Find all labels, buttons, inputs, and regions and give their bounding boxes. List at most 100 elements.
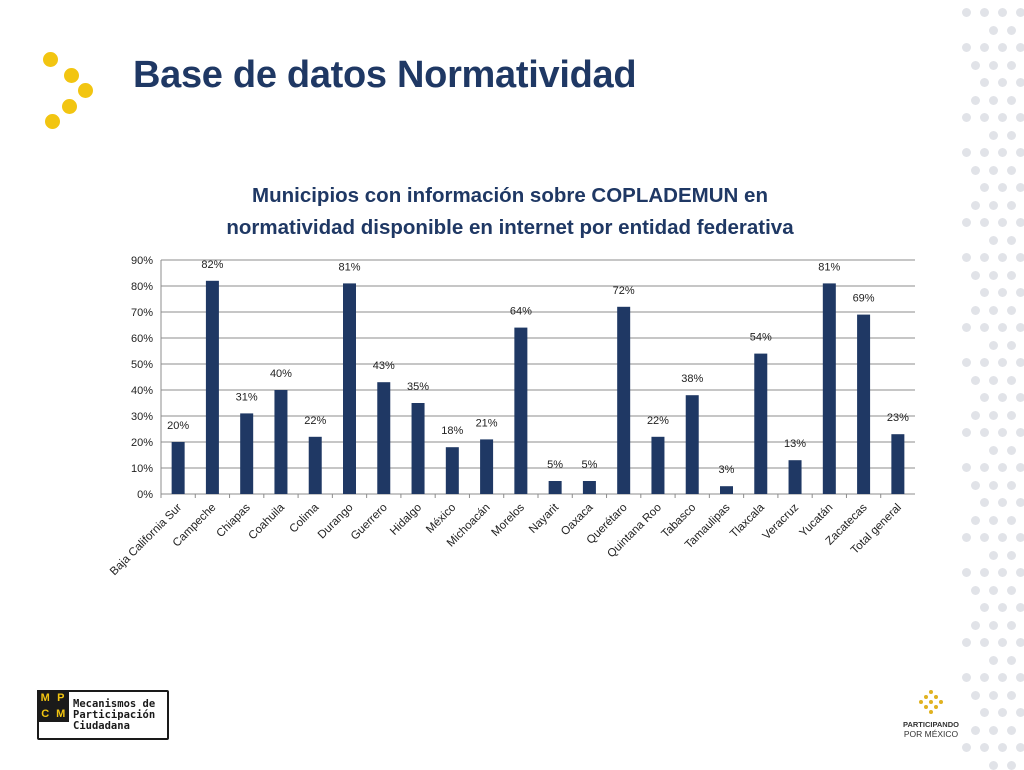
pattern-dot <box>971 270 980 280</box>
y-tick-label: 60% <box>131 333 153 345</box>
pattern-dot <box>971 375 980 385</box>
pattern-dot <box>1007 130 1016 140</box>
pattern-dot <box>989 585 998 595</box>
bar <box>548 481 562 494</box>
x-tick-label: Morelos <box>490 501 528 539</box>
pattern-dot <box>980 463 989 472</box>
chart-title-line: Municipios con información sobre COPLADE… <box>252 184 768 207</box>
pattern-dot <box>989 445 998 455</box>
pattern-dot <box>989 550 998 560</box>
pattern-dot <box>1007 690 1016 700</box>
mpcm-logo: M P C M Mecanismos de Participación Ciud… <box>37 690 173 744</box>
y-tick-label: 70% <box>131 307 153 319</box>
pattern-dot <box>1016 708 1024 717</box>
pattern-dot <box>962 533 971 542</box>
bar <box>205 280 219 494</box>
bar <box>754 353 768 494</box>
pattern-dot <box>1007 655 1016 665</box>
pattern-dot <box>962 463 971 472</box>
data-label: 40% <box>270 368 292 380</box>
pattern-dot <box>962 743 971 752</box>
pattern-dot <box>1016 393 1024 402</box>
pattern-dot <box>962 323 971 332</box>
pattern-dot <box>1016 78 1024 87</box>
pattern-dot <box>998 183 1007 192</box>
participando-logo-mark <box>918 690 944 716</box>
pattern-dot <box>1016 183 1024 192</box>
dot <box>62 99 77 114</box>
pattern-dot <box>989 725 998 735</box>
slide-title: Base de datos Normatividad <box>133 54 637 96</box>
mpcm-logo-mark: M P C M <box>37 690 69 722</box>
x-tick-label: Veracruz <box>761 501 802 542</box>
pattern-dot <box>989 620 998 630</box>
pattern-dot <box>962 218 971 227</box>
data-label: 31% <box>236 391 258 403</box>
pattern-dot <box>980 358 989 367</box>
pattern-dot <box>1016 218 1024 227</box>
bar <box>857 314 871 494</box>
data-label: 64% <box>510 306 532 318</box>
pattern-dot <box>962 43 971 52</box>
pattern-dot <box>998 218 1007 227</box>
pattern-dot <box>1007 725 1016 735</box>
pattern-dot <box>989 95 998 105</box>
x-tick-label: Nayarit <box>527 501 562 536</box>
pattern-dot <box>989 270 998 280</box>
pattern-dot <box>980 498 989 507</box>
pattern-dot <box>989 375 998 385</box>
y-tick-label: 90% <box>131 255 153 267</box>
pattern-dot <box>989 410 998 420</box>
decorative-dot-pattern <box>954 0 1024 770</box>
logo-dot <box>939 700 943 704</box>
mpcm-letter: M <box>38 691 53 706</box>
mpcm-letter: P <box>53 691 68 706</box>
data-label: 72% <box>613 285 635 297</box>
data-label: 22% <box>647 415 669 427</box>
data-label: 5% <box>581 459 597 471</box>
bar <box>651 436 665 494</box>
y-tick-label: 20% <box>131 437 153 449</box>
pattern-dot <box>980 393 989 402</box>
pattern-dot <box>971 515 980 525</box>
pattern-dot <box>989 690 998 700</box>
pattern-dot <box>962 8 971 17</box>
pattern-dot <box>1016 288 1024 297</box>
bar <box>720 486 733 494</box>
pattern-dot <box>980 708 989 717</box>
pattern-dot <box>998 428 1007 437</box>
pattern-dot <box>1016 463 1024 472</box>
logo-dot <box>929 690 933 694</box>
data-label: 21% <box>476 417 498 429</box>
bar <box>411 403 425 494</box>
pattern-dot <box>998 358 1007 367</box>
pattern-dot <box>998 113 1007 122</box>
pattern-dot <box>971 725 980 735</box>
y-tick-label: 50% <box>131 359 153 371</box>
pattern-dot <box>1016 743 1024 752</box>
pattern-dot <box>989 60 998 70</box>
dot <box>78 83 93 98</box>
pattern-dot <box>1016 323 1024 332</box>
pattern-dot <box>980 253 989 262</box>
pattern-dot <box>1007 200 1016 210</box>
bar <box>480 439 494 494</box>
y-tick-label: 10% <box>131 463 153 475</box>
pattern-dot <box>998 8 1007 17</box>
pattern-dot <box>962 568 971 577</box>
pattern-dot <box>1007 445 1016 455</box>
pattern-dot <box>971 690 980 700</box>
pattern-dot <box>980 183 989 192</box>
y-tick-label: 80% <box>131 281 153 293</box>
pattern-dot <box>1007 375 1016 385</box>
bar <box>617 306 631 494</box>
pattern-dot <box>1007 305 1016 315</box>
pattern-dot <box>980 568 989 577</box>
data-label: 43% <box>373 360 395 372</box>
pattern-dot <box>980 603 989 612</box>
pattern-dot <box>998 498 1007 507</box>
bar <box>891 434 905 494</box>
pattern-dot <box>980 428 989 437</box>
pattern-dot <box>1016 603 1024 612</box>
